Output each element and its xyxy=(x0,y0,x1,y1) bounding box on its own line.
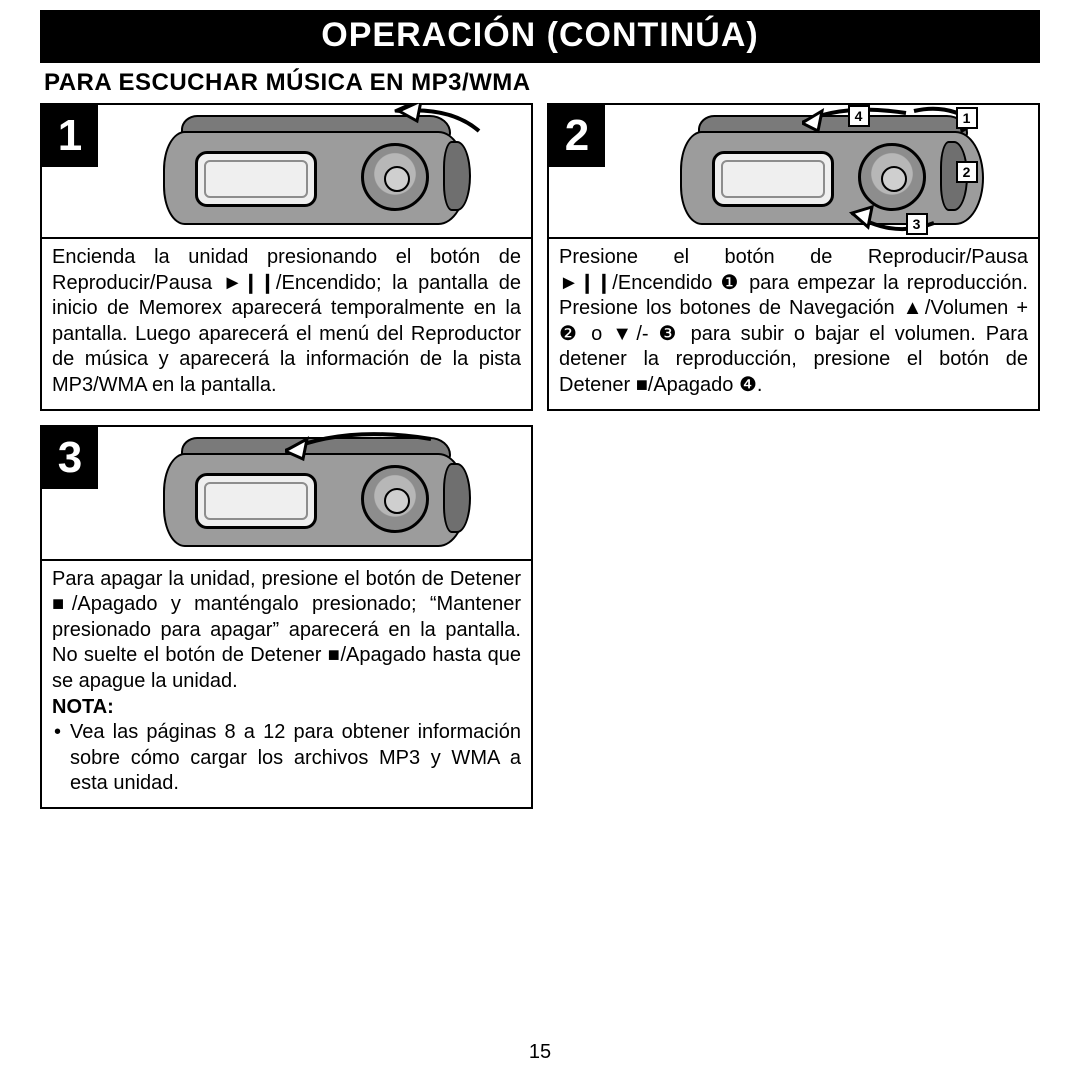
arrow-icon xyxy=(285,425,435,465)
section-subhead: PARA ESCUCHAR MÚSICA EN MP3/WMA xyxy=(44,69,1040,97)
callout-3: 3 xyxy=(906,213,928,235)
step-illustration-2: 1 2 3 4 xyxy=(605,105,1038,237)
step-text: Para apagar la unidad, presione el botón… xyxy=(52,567,521,695)
step-number-badge: 3 xyxy=(42,427,98,489)
step-body-1: Encienda la unidad presionando el botón … xyxy=(42,239,531,409)
device-illustration xyxy=(155,111,475,231)
callout-2: 2 xyxy=(956,161,978,183)
page-title-bar: OPERACIÓN (CONTINÚA) xyxy=(40,10,1040,63)
nota-label: NOTA: xyxy=(52,695,521,721)
page-number: 15 xyxy=(0,1041,1080,1064)
steps-row-2: 3 xyxy=(40,425,1040,823)
step-text: Presione el botón de Reproducir/Pausa ►❙… xyxy=(559,245,1028,399)
step-text: Encienda la unidad presionando el botón … xyxy=(52,245,521,399)
step-body-2: Presione el botón de Reproducir/Pausa ►❙… xyxy=(549,239,1038,409)
nota-item: Vea las páginas 8 a 12 para obtener info… xyxy=(52,720,521,797)
step-head-1: 1 xyxy=(42,105,531,239)
nota-list: Vea las páginas 8 a 12 para obtener info… xyxy=(52,720,521,797)
page-title: OPERACIÓN (CONTINÚA) xyxy=(321,16,758,54)
device-illustration xyxy=(155,433,475,553)
empty-column xyxy=(547,425,1040,823)
step-illustration-1 xyxy=(98,105,531,237)
device-illustration: 1 2 3 4 xyxy=(672,111,972,231)
callout-4: 4 xyxy=(848,105,870,127)
step-panel-3: 3 xyxy=(40,425,533,809)
step-body-3: Para apagar la unidad, presione el botón… xyxy=(42,561,531,807)
step-number-badge: 1 xyxy=(42,105,98,167)
steps-row-1: 1 xyxy=(40,103,1040,425)
step-illustration-3 xyxy=(98,427,531,559)
step-head-2: 2 xyxy=(549,105,1038,239)
step-panel-1: 1 xyxy=(40,103,533,411)
step-number-badge: 2 xyxy=(549,105,605,167)
callout-1: 1 xyxy=(956,107,978,129)
step-head-3: 3 xyxy=(42,427,531,561)
manual-page: OPERACIÓN (CONTINÚA) PARA ESCUCHAR MÚSIC… xyxy=(0,0,1080,1080)
step-panel-2: 2 xyxy=(547,103,1040,411)
arrow-icon xyxy=(361,103,481,157)
